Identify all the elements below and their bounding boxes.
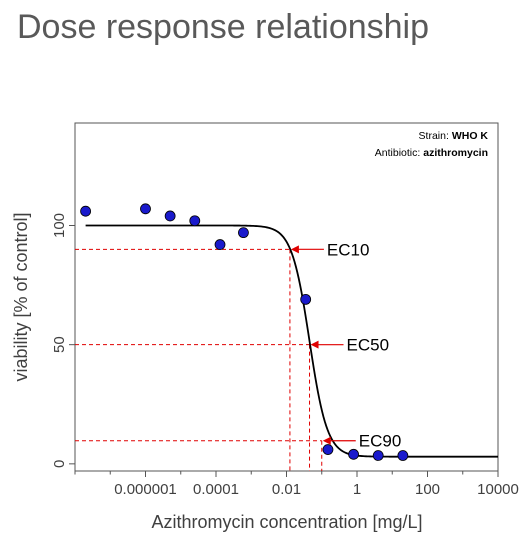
legend-antibiotic-value: azithromycin (423, 147, 488, 159)
data-point (348, 448, 359, 460)
data-points (80, 203, 409, 461)
data-point (164, 210, 176, 222)
x-axis: 0.000001 0.0001 0.01 1 100 10000 (74, 471, 519, 498)
legend-strain-label: Strain: (419, 130, 449, 142)
ec-label: EC90 (359, 432, 402, 451)
x-tick-label: 10000 (477, 481, 519, 498)
y-tick-label: 50 (51, 336, 68, 353)
ec-label: EC10 (327, 240, 370, 259)
legend-antibiotic: Antibiotic: azithromycin (375, 147, 488, 159)
slide-title: Dose response relationship (17, 8, 430, 46)
ec-arrow-head (290, 245, 299, 254)
data-point (80, 205, 92, 217)
y-tick-label: 100 (51, 213, 68, 238)
data-point (372, 450, 384, 461)
y-tick-label: 0 (51, 460, 68, 468)
data-point (140, 203, 151, 215)
ec-arrow-head (310, 340, 319, 349)
x-tick-label: 0.000001 (114, 481, 177, 498)
x-tick-label: 0.0001 (193, 481, 239, 498)
y-axis-label: viability [% of control] (11, 212, 31, 381)
x-axis-label: Azithromycin concentration [mg/L] (151, 512, 422, 532)
legend-strain-value: WHO K (452, 130, 489, 142)
data-point (300, 293, 312, 305)
data-point (214, 239, 226, 250)
data-point (322, 444, 334, 455)
legend-antibiotic-label: Antibiotic: (375, 147, 421, 159)
ec-arrow-head (322, 436, 331, 445)
plot-frame (74, 122, 499, 472)
x-tick-label: 1 (353, 481, 361, 498)
data-point (189, 215, 201, 227)
ec-labels: EC10 EC50 EC90 (290, 240, 402, 451)
ec-guide-lines (75, 248, 323, 471)
y-axis: 0 50 100 (51, 213, 75, 468)
legend-strain: Strain: WHO K (419, 130, 489, 142)
data-point (397, 450, 409, 461)
x-tick-label: 100 (415, 481, 440, 498)
fit-curve (85, 224, 498, 458)
data-point (238, 227, 249, 239)
ec-label: EC50 (347, 336, 390, 355)
x-tick-label: 0.01 (272, 481, 301, 498)
